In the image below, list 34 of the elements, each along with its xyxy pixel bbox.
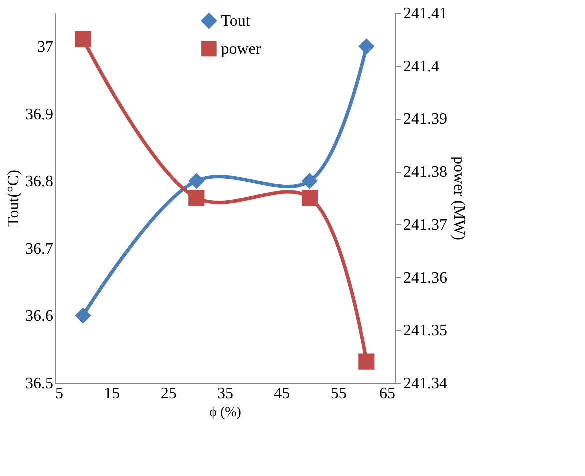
legend-label: power [221,41,262,58]
point [188,190,205,206]
y2-tick-label: 241.37 [404,216,448,234]
x-tick-label: 15 [104,386,120,402]
legend-label: Tout [221,13,251,30]
x-tick-label: 5 [56,386,64,402]
point [302,190,318,206]
x-tick-label: 55 [330,386,347,402]
point [358,38,375,55]
y-tick-label: 36.6 [26,308,54,326]
x-tick-label: 35 [218,386,234,402]
y-tick-label: 36.9 [26,106,54,124]
point [75,31,92,48]
y2-tick-label: 241.34 [404,376,448,392]
x-axis-title: ϕ (%) [210,406,242,420]
y-axis-title: Tout(°C) [6,170,22,227]
y-tick-label: 37 [38,39,54,56]
y2-tick-label: 241.35 [404,322,448,340]
point [75,308,92,324]
y-tick-label: 36.7 [26,240,54,258]
x-tick-label: 65 [380,386,396,402]
point [358,354,375,370]
y-tick-label: 36.8 [26,174,54,191]
x-tick-label: 45 [274,386,290,402]
y2-tick-label: 241.36 [404,270,448,287]
y2-tick-label: 241.38 [404,164,448,182]
point [188,173,205,190]
y2-axis-title: power (MW) [450,156,468,240]
y2-tick-label: 241.39 [404,111,448,128]
point [302,173,318,190]
y-tick-label: 36.5 [26,376,54,392]
y2-tick-label: 241.41 [404,6,448,22]
y2-tick-label: 241.4 [404,58,440,76]
x-tick-label: 25 [160,386,177,402]
